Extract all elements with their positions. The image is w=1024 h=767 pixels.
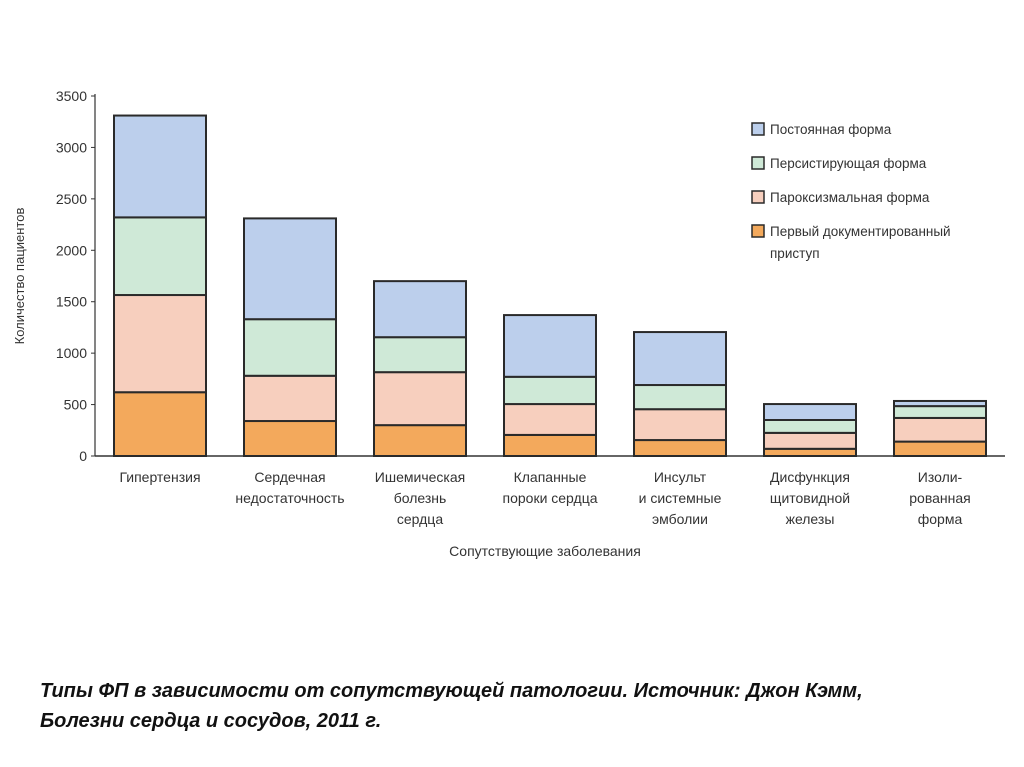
bar-segment bbox=[243, 217, 337, 321]
x-tick-label: форма bbox=[918, 511, 963, 527]
legend-swatch bbox=[751, 156, 765, 170]
y-tick-label: 0 bbox=[79, 448, 87, 464]
bar-segment bbox=[893, 416, 987, 443]
bar-segment bbox=[893, 405, 987, 419]
bar-segment bbox=[763, 419, 857, 434]
x-axis-label: Сопутствующие заболевания bbox=[449, 543, 641, 559]
bar-segment bbox=[243, 318, 337, 377]
legend-swatch bbox=[751, 190, 765, 204]
x-tick-label: и системные bbox=[639, 490, 722, 506]
bar-segment bbox=[243, 420, 337, 457]
x-tick-label: Инсульт bbox=[654, 469, 707, 485]
x-tick-label: Гипертензия bbox=[119, 469, 200, 485]
bar-segment bbox=[763, 403, 857, 421]
bar-segment bbox=[633, 331, 727, 387]
y-tick-label: 1500 bbox=[56, 294, 87, 310]
bar-segment bbox=[893, 399, 987, 408]
x-tick-label: щитовидной bbox=[770, 490, 850, 506]
legend-label: Постоянная форма bbox=[770, 122, 892, 137]
y-tick-label: 3500 bbox=[56, 88, 87, 104]
y-axis-label: Количество пациентов bbox=[12, 208, 27, 345]
bar-segment bbox=[893, 440, 987, 458]
y-tick-label: 2500 bbox=[56, 191, 87, 207]
bar-segment bbox=[373, 424, 467, 457]
bar-segment bbox=[633, 408, 727, 442]
bar-segment bbox=[113, 114, 207, 219]
bar-segment bbox=[503, 403, 597, 436]
bar-segment bbox=[503, 314, 597, 378]
bar-segment bbox=[503, 375, 597, 406]
x-tick-label: пороки сердца bbox=[503, 490, 598, 506]
y-tick-label: 500 bbox=[64, 397, 88, 413]
legend-swatch bbox=[751, 122, 765, 136]
legend-label: Первый документированный bbox=[770, 224, 951, 239]
bar-segment bbox=[763, 447, 857, 457]
bar-segment bbox=[503, 433, 597, 457]
x-tick-label: Клапанные bbox=[514, 469, 587, 485]
y-tick-label: 2000 bbox=[56, 242, 87, 258]
bar-segment bbox=[113, 216, 207, 297]
legend-swatch bbox=[751, 224, 765, 238]
bar-segment bbox=[113, 294, 207, 394]
x-tick-label: болезнь bbox=[394, 490, 447, 506]
bar-segment bbox=[243, 374, 337, 423]
y-tick-label: 1000 bbox=[56, 345, 87, 361]
legend-label: Пароксизмальная форма bbox=[770, 190, 930, 205]
bar-segment bbox=[633, 439, 727, 457]
bar-segment bbox=[113, 391, 207, 458]
bar-segment bbox=[373, 280, 467, 339]
bar-segment bbox=[763, 431, 857, 450]
stacked-bar-chart: 0 500 1000 1500 2000 2500 3000 3500 Количество п… bbox=[12, 88, 1005, 559]
x-tick-label: железы bbox=[786, 511, 835, 527]
legend-label: приступ bbox=[770, 246, 820, 261]
y-tick-label: 3000 bbox=[56, 139, 87, 155]
legend-label: Персистирующая форма bbox=[770, 156, 927, 171]
x-tick-label: Сердечная bbox=[254, 469, 325, 485]
bar-segment bbox=[373, 336, 467, 374]
bar-segment bbox=[633, 384, 727, 411]
x-tick-label: рованная bbox=[909, 490, 970, 506]
bar-segment bbox=[373, 371, 467, 427]
x-tick-label: Дисфункция bbox=[770, 469, 850, 485]
x-tick-label: эмболии bbox=[652, 511, 708, 527]
figure-caption: Типы ФП в зависимости от сопутствующей п… bbox=[40, 680, 863, 732]
x-tick-label: Ишемическая bbox=[375, 469, 465, 485]
x-tick-label: недостаточность bbox=[235, 490, 344, 506]
x-tick-label: сердца bbox=[397, 511, 443, 527]
x-tick-label: Изоли- bbox=[918, 469, 963, 485]
